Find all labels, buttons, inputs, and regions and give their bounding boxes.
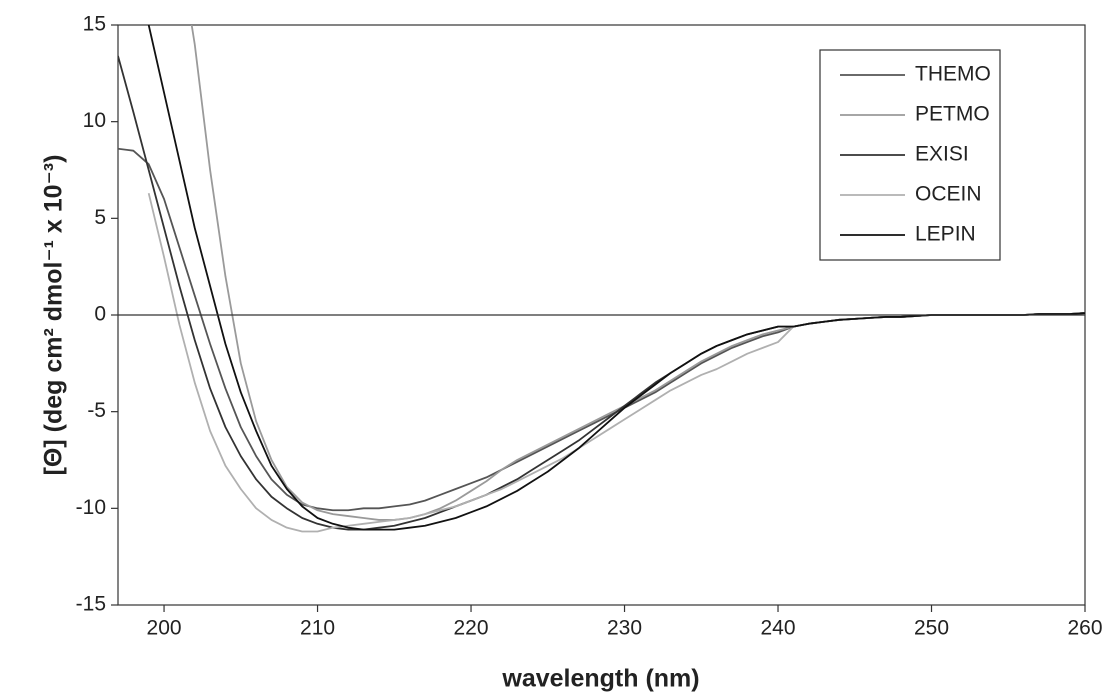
x-tick-label: 240 — [760, 617, 795, 640]
y-tick-label: 0 — [94, 303, 106, 326]
x-tick-label: 250 — [914, 617, 949, 640]
y-tick-label: -5 — [87, 399, 106, 422]
legend-label: THEMO — [915, 63, 991, 86]
y-tick-label: 10 — [83, 109, 106, 132]
y-tick-label: -15 — [76, 593, 106, 616]
y-tick-label: -10 — [76, 496, 106, 519]
x-tick-label: 230 — [607, 617, 642, 640]
x-tick-label: 200 — [147, 617, 182, 640]
x-tick-label: 210 — [300, 617, 335, 640]
legend-label: PETMO — [915, 103, 990, 126]
x-axis-title: wavelength (nm) — [501, 665, 699, 693]
legend-label: OCEIN — [915, 183, 982, 206]
y-tick-label: 5 — [94, 206, 106, 229]
x-tick-label: 260 — [1067, 617, 1102, 640]
y-tick-label: 15 — [83, 13, 106, 36]
legend-label: EXISI — [915, 143, 969, 166]
x-tick-label: 220 — [454, 617, 489, 640]
y-axis-title: [Θ] (deg cm² dmol⁻¹ x 10⁻³) — [40, 155, 68, 476]
legend-label: LEPIN — [915, 223, 976, 246]
